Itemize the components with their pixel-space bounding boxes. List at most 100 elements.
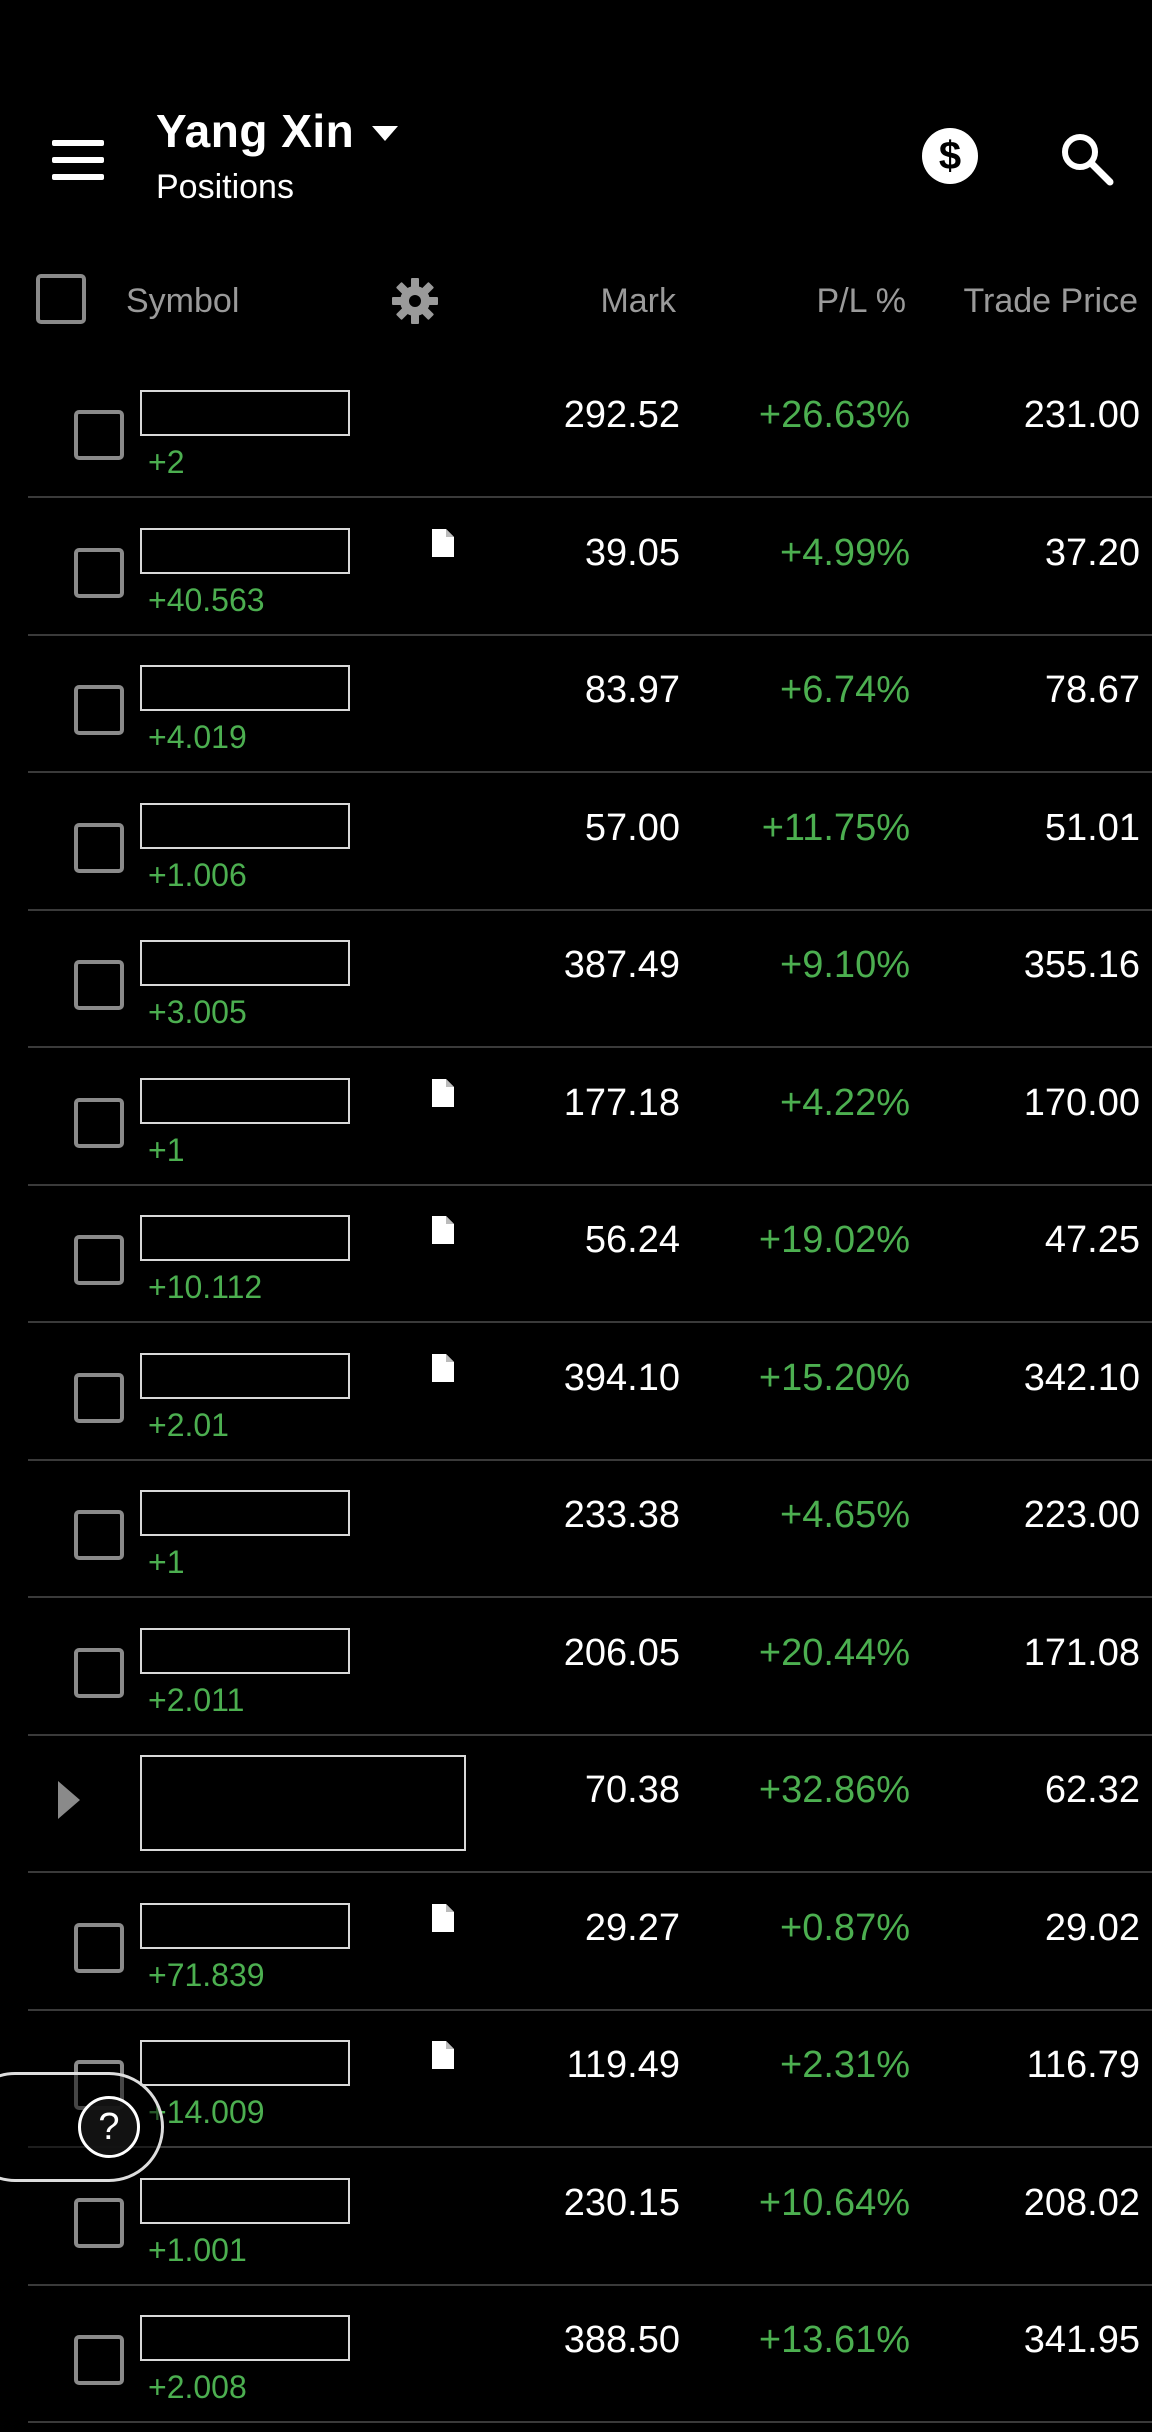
symbol-redacted [140, 2040, 350, 2086]
row-checkbox[interactable] [74, 1097, 124, 1148]
mark-value: 387.49 [563, 944, 680, 986]
trade-price-value: 51.01 [1044, 806, 1140, 849]
page-subtitle: Positions [156, 168, 294, 206]
symbol-redacted [140, 1755, 466, 1851]
mark-value: 57.00 [584, 806, 680, 849]
row-divider [28, 1871, 1152, 1873]
row-checkbox[interactable] [74, 960, 124, 1010]
position-row[interactable]: 70.38 +32.86% 62.32 [0, 1735, 1152, 1873]
column-pl-percent[interactable]: P/L % [816, 282, 906, 320]
expand-arrow-icon[interactable] [58, 1781, 80, 1819]
row-checkbox[interactable] [74, 547, 124, 598]
mark-value: 119.49 [566, 2044, 680, 2086]
document-icon [432, 1353, 454, 1382]
position-row[interactable]: +10.112 56.24 +19.02% 47.25 [0, 1185, 1152, 1323]
mark-value: 388.50 [563, 2319, 680, 2361]
quantity: +2.011 [148, 1681, 245, 1718]
menu-icon[interactable] [52, 140, 104, 180]
row-checkbox[interactable] [74, 685, 124, 735]
column-mark[interactable]: Mark [600, 282, 676, 320]
mark-value: 56.24 [584, 1219, 680, 1261]
row-checkbox[interactable] [74, 1372, 124, 1423]
position-row[interactable]: +2.01 394.10 +15.20% 342.10 [0, 1323, 1152, 1461]
trade-price-value: 223.00 [1023, 1494, 1140, 1536]
row-divider [28, 908, 1152, 911]
position-row[interactable]: +3.005 387.49 +9.10% 355.16 [0, 910, 1152, 1048]
position-row[interactable]: +40.563 39.05 +4.99% 37.20 [0, 498, 1152, 636]
row-checkbox[interactable] [74, 1922, 124, 1973]
quantity: +3.005 [148, 994, 247, 1030]
pl-percent-value: +11.75% [761, 806, 910, 849]
row-checkbox[interactable] [74, 822, 124, 873]
row-divider [28, 1596, 1152, 1598]
pl-percent-value: +10.64% [758, 2181, 910, 2224]
trade-price-value: 62.32 [1044, 1769, 1140, 1811]
row-divider [28, 771, 1152, 773]
position-row[interactable]: +1 233.38 +4.65% 223.00 [0, 1460, 1152, 1598]
trade-price-value: 355.16 [1023, 944, 1140, 986]
account-dropdown-caret-icon[interactable] [372, 126, 398, 141]
position-row[interactable]: +4.019 83.97 +6.74% 78.67 [0, 635, 1152, 773]
trade-price-value: 29.02 [1044, 1906, 1140, 1949]
mark-value: 230.15 [563, 2181, 680, 2224]
pl-percent-value: +4.99% [780, 531, 910, 574]
row-divider [28, 496, 1152, 498]
pl-percent-value: +6.74% [780, 669, 910, 711]
pl-percent-value: +13.61% [758, 2319, 910, 2361]
mark-value: 177.18 [563, 1081, 680, 1124]
column-symbol[interactable]: Symbol [126, 282, 240, 320]
symbol-redacted [140, 390, 350, 436]
position-row[interactable]: +1.001 230.15 +10.64% 208.02 [0, 2148, 1152, 2286]
quantity: +71.839 [148, 1956, 265, 1993]
pl-percent-value: +19.02% [758, 1219, 910, 1261]
row-checkbox[interactable] [74, 2197, 124, 2248]
position-row[interactable]: +2.011 206.05 +20.44% 171.08 [0, 1598, 1152, 1736]
quantity: +14.009 [148, 2094, 265, 2130]
dollar-icon[interactable]: $ [922, 128, 978, 184]
row-divider [28, 2421, 1152, 2423]
account-name[interactable]: Yang Xin [156, 105, 355, 157]
trade-price-value: 171.08 [1023, 1631, 1140, 1674]
pl-percent-value: +0.87% [780, 1906, 910, 1949]
column-trade-price[interactable]: Trade Price [963, 282, 1138, 320]
trade-price-value: 47.25 [1044, 1219, 1140, 1261]
help-icon[interactable]: ? [78, 2096, 140, 2158]
quantity: +4.019 [148, 719, 247, 755]
mark-value: 29.27 [584, 1906, 680, 1949]
quantity: +40.563 [148, 581, 265, 618]
quantity: +1.001 [148, 2231, 247, 2268]
position-row[interactable]: +2 292.52 +26.63% 231.00 [0, 360, 1152, 498]
symbol-redacted [140, 1627, 350, 1674]
position-row[interactable]: +14.009 119.49 +2.31% 116.79 [0, 2010, 1152, 2148]
trade-price-value: 341.95 [1023, 2319, 1140, 2361]
select-all-checkbox[interactable] [36, 274, 86, 324]
pl-percent-value: +4.65% [780, 1494, 910, 1536]
row-divider [28, 1733, 1152, 1736]
position-row[interactable]: +1 177.18 +4.22% 170.00 [0, 1048, 1152, 1186]
mark-value: 83.97 [584, 669, 680, 711]
document-icon [432, 1903, 454, 1932]
row-checkbox[interactable] [74, 2335, 124, 2385]
symbol-redacted [140, 802, 350, 849]
row-checkbox[interactable] [74, 410, 124, 460]
row-divider [28, 2283, 1152, 2286]
row-checkbox[interactable] [74, 1235, 124, 1285]
symbol-redacted [140, 1490, 350, 1536]
trade-price-value: 208.02 [1023, 2181, 1140, 2224]
row-divider [28, 2146, 1152, 2148]
mark-value: 206.05 [563, 1631, 680, 1674]
document-icon [432, 1078, 454, 1107]
position-row[interactable]: +71.839 29.27 +0.87% 29.02 [0, 1873, 1152, 2011]
trade-price-value: 231.00 [1023, 394, 1140, 436]
position-row[interactable]: +1.006 57.00 +11.75% 51.01 [0, 773, 1152, 911]
row-checkbox[interactable] [74, 1647, 124, 1698]
pl-percent-value: +9.10% [780, 944, 910, 986]
search-icon[interactable] [1056, 128, 1116, 188]
pl-percent-value: +26.63% [758, 394, 910, 436]
symbol-redacted [140, 2315, 350, 2361]
app-header: Yang Xin Positions $ [0, 0, 1152, 230]
row-checkbox[interactable] [74, 1510, 124, 1560]
gear-icon[interactable] [390, 276, 440, 326]
position-row[interactable]: +2.008 388.50 +13.61% 341.95 [0, 2285, 1152, 2423]
symbol-redacted [140, 1077, 350, 1124]
